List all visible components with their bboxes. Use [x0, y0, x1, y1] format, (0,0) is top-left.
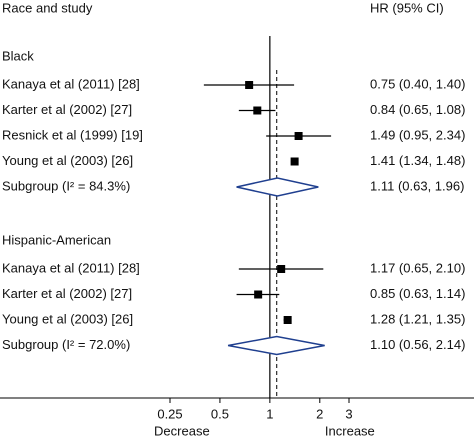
study-label: Young et al (2003) [26]: [2, 153, 133, 168]
column-header: Race and study: [2, 0, 93, 15]
value-label: 1.10 (0.56, 2.14): [370, 337, 465, 352]
direction-label: Decrease: [154, 423, 210, 437]
study-label: Kanaya et al (2011) [28]: [2, 260, 140, 275]
column-header: HR (95% CI): [370, 0, 444, 15]
value-label: 0.85 (0.63, 1.14): [370, 286, 465, 301]
summary-diamond: [227, 335, 325, 356]
study-label: Kanaya et al (2011) [28]: [2, 76, 140, 91]
estimate-marker: [283, 316, 292, 324]
estimate-marker: [245, 81, 254, 89]
direction-label: Increase: [325, 423, 375, 437]
x-tick-label: 2: [316, 406, 323, 421]
value-label: 1.49 (0.95, 2.34): [370, 127, 465, 142]
subgroup-label: Subgroup (I² = 84.3%): [2, 178, 130, 193]
value-label: 1.28 (1.21, 1.35): [370, 311, 465, 326]
subgroup-label: Subgroup (I² = 72.0%): [2, 337, 130, 352]
study-label: Karter et al (2002) [27]: [2, 286, 132, 301]
estimate-marker: [290, 157, 299, 166]
estimate-marker: [294, 132, 303, 140]
value-label: 0.84 (0.65, 1.08): [370, 102, 465, 117]
study-label: Karter et al (2002) [27]: [2, 102, 132, 117]
value-label: 0.75 (0.40, 1.40): [370, 76, 465, 91]
study-label: Young et al (2003) [26]: [2, 311, 133, 326]
group-label: Black: [2, 48, 34, 63]
study-label: Resnick et al (1999) [19]: [2, 127, 143, 142]
group-label: Hispanic-American: [2, 232, 111, 247]
x-tick-label: 0.5: [211, 406, 229, 421]
value-label: 1.17 (0.65, 2.10): [370, 260, 465, 275]
estimate-marker: [277, 265, 286, 273]
x-tick-label: 3: [345, 406, 352, 421]
summary-diamond: [236, 177, 319, 197]
value-label: 1.41 (1.34, 1.48): [370, 153, 465, 168]
x-tick-label: 1: [266, 406, 273, 421]
estimate-marker: [254, 290, 263, 299]
value-label: 1.11 (0.63, 1.96): [370, 178, 464, 193]
x-tick-label: 0.25: [157, 406, 182, 421]
estimate-marker: [253, 106, 262, 115]
